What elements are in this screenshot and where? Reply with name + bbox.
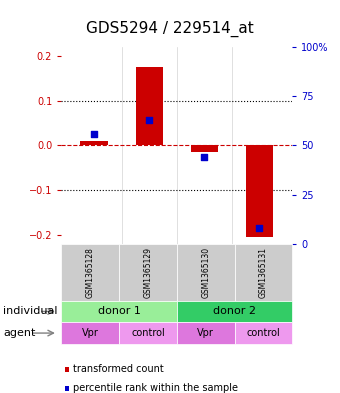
Text: transformed count: transformed count <box>73 364 164 375</box>
Point <box>91 130 97 137</box>
Text: control: control <box>131 328 165 338</box>
Text: GSM1365129: GSM1365129 <box>143 247 152 298</box>
Text: GSM1365131: GSM1365131 <box>259 247 268 298</box>
Text: agent: agent <box>3 328 36 338</box>
Text: donor 2: donor 2 <box>213 307 256 316</box>
Point <box>147 117 152 123</box>
Point <box>257 225 262 231</box>
Text: Vpr: Vpr <box>197 328 214 338</box>
Text: donor 1: donor 1 <box>98 307 140 316</box>
Text: GSM1365128: GSM1365128 <box>86 247 95 298</box>
Bar <box>245 145 273 237</box>
Text: individual: individual <box>3 307 58 316</box>
Text: Vpr: Vpr <box>82 328 99 338</box>
Bar <box>190 145 218 152</box>
Text: percentile rank within the sample: percentile rank within the sample <box>73 383 238 393</box>
Bar <box>136 67 163 145</box>
Text: GSM1365130: GSM1365130 <box>201 246 210 298</box>
Bar <box>81 141 108 145</box>
Text: GDS5294 / 229514_at: GDS5294 / 229514_at <box>86 21 254 37</box>
Point <box>202 154 207 160</box>
Text: control: control <box>246 328 280 338</box>
